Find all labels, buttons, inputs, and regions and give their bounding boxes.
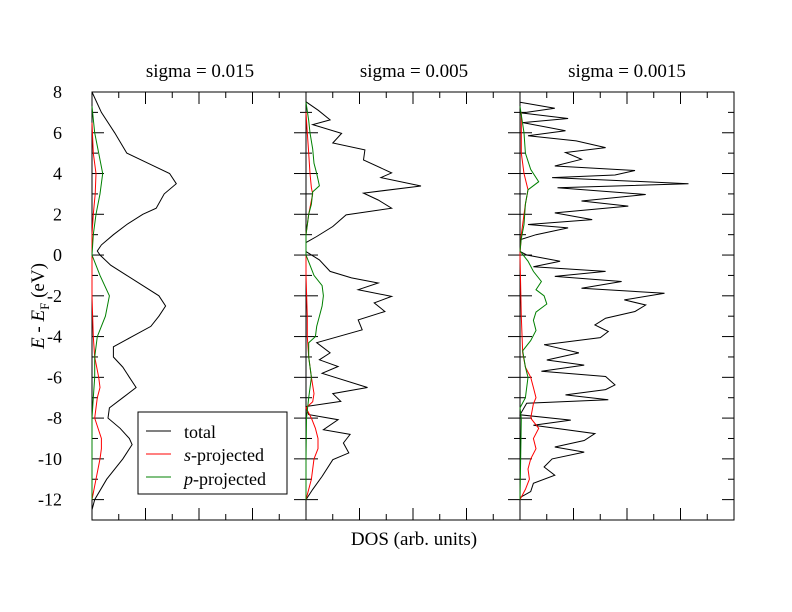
series-total-line <box>519 101 689 499</box>
panel-3 <box>519 91 735 521</box>
series-total-line <box>91 91 177 510</box>
y-label-unit: (eV) <box>28 263 49 303</box>
panel-frame <box>519 91 735 521</box>
legend-label-s: s-projected <box>184 445 264 465</box>
y-label-sub: F <box>37 303 52 310</box>
panel-title-2: sigma = 0.005 <box>360 61 468 82</box>
y-tick-label: -6 <box>47 367 62 387</box>
y-label-main: E - E <box>28 309 49 349</box>
series-s-line <box>519 112 540 500</box>
legend-label-p: p-projected <box>182 469 266 489</box>
x-axis-label: DOS (arb. units) <box>351 529 477 550</box>
series-total-line <box>305 101 422 500</box>
series-s-line <box>91 122 102 500</box>
y-tick-label: -8 <box>47 408 62 428</box>
panel-title-3: sigma = 0.0015 <box>568 61 686 82</box>
legend-label-total: total <box>184 422 216 442</box>
y-tick-label: 6 <box>53 123 62 143</box>
y-tick-label: -4 <box>47 327 62 347</box>
panel-1 <box>91 91 307 521</box>
series-p-line <box>305 102 324 500</box>
legend: total s-projected p-projected <box>137 411 288 495</box>
y-tick-label: 0 <box>53 245 62 265</box>
panel-frame <box>305 91 521 521</box>
series-p-line <box>519 106 548 500</box>
y-tick-label: 2 <box>53 204 62 224</box>
y-axis-label: E - EF (eV) <box>28 263 52 350</box>
y-tick-label: -2 <box>47 286 62 306</box>
y-tick-label: -12 <box>38 490 62 510</box>
y-tick-label: 8 <box>53 82 62 102</box>
panel-title-1: sigma = 0.015 <box>146 61 254 82</box>
panel-2 <box>305 91 521 521</box>
y-tick-label: -10 <box>38 449 62 469</box>
y-tick-label: 4 <box>53 164 62 184</box>
series-p-line <box>91 106 110 500</box>
